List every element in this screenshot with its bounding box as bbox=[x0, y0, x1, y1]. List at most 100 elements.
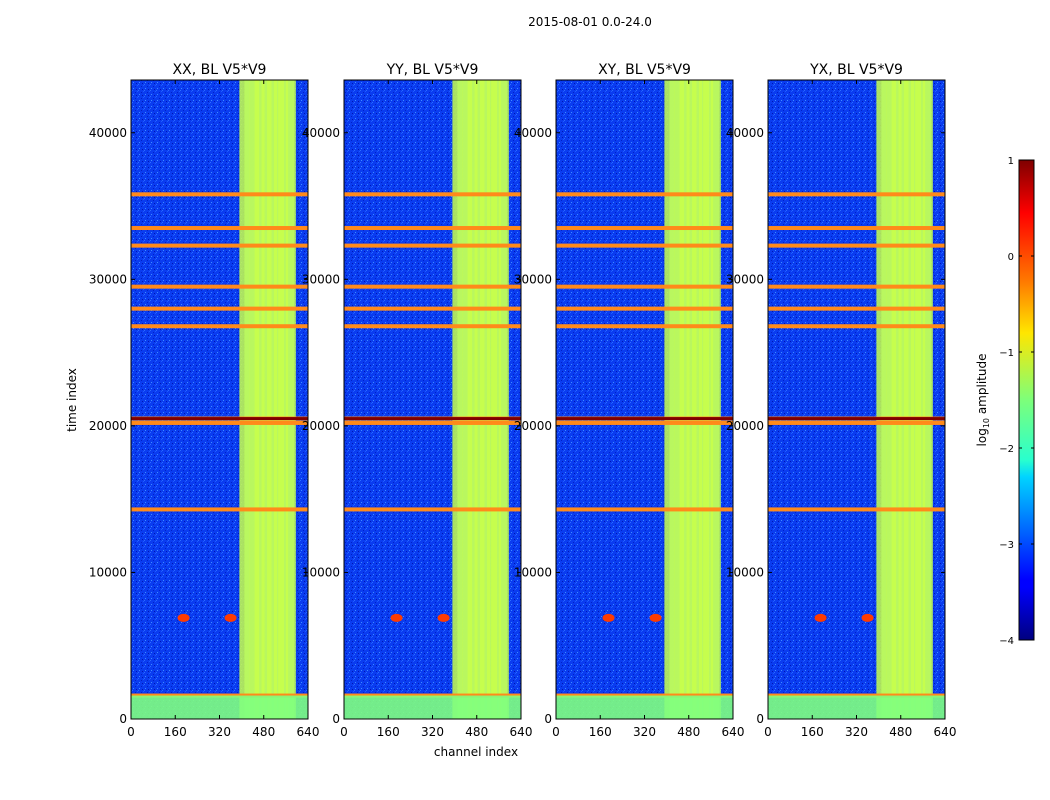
heatmap-bright-column bbox=[922, 80, 933, 719]
x-tick-label: 480 bbox=[465, 725, 488, 739]
colorbar-tick-label: 1 bbox=[1008, 156, 1014, 167]
x-tick-label: 640 bbox=[934, 725, 957, 739]
heatmap-bright-row bbox=[131, 420, 308, 425]
y-tick-label: 10000 bbox=[89, 565, 127, 579]
heatmap-bright-row bbox=[556, 284, 733, 289]
x-tick-label: 0 bbox=[764, 725, 772, 739]
x-tick-label: 640 bbox=[722, 725, 745, 739]
heatmap-bright-row bbox=[556, 226, 733, 231]
heatmap-bright-column bbox=[674, 80, 685, 719]
heatmap-hot-spot bbox=[814, 613, 827, 622]
colorbar-tick-label: −3 bbox=[999, 540, 1014, 551]
heatmap-bright-column bbox=[710, 80, 721, 719]
heatmap-hot-spot bbox=[602, 613, 615, 622]
heatmap-hot-spot bbox=[390, 613, 403, 622]
x-tick-label: 480 bbox=[252, 725, 275, 739]
y-tick-label: 20000 bbox=[726, 419, 764, 433]
heatmap-bright-row bbox=[131, 507, 308, 512]
x-tick-label: 480 bbox=[889, 725, 912, 739]
heatmap-bright-column bbox=[664, 80, 675, 719]
y-tick-label: 0 bbox=[119, 712, 127, 726]
panel-title: XX, BL V5*V9 bbox=[173, 62, 267, 78]
heatmap-low-time-band bbox=[768, 695, 945, 719]
heatmap-bright-row bbox=[131, 192, 308, 197]
x-tick-label: 0 bbox=[552, 725, 560, 739]
y-tick-label: 40000 bbox=[89, 126, 127, 140]
heatmap-bright-row bbox=[556, 306, 733, 311]
heatmap-bright-column bbox=[491, 80, 502, 719]
heatmap-hot-spot bbox=[224, 613, 237, 622]
heatmap-bright-row bbox=[768, 507, 945, 512]
colorbar-tick-label: −4 bbox=[999, 636, 1014, 647]
panels: XX, BL V5*V9 0 160 320 480 640 0 10000 20000 3000… bbox=[89, 62, 957, 739]
x-tick-label: 320 bbox=[633, 725, 656, 739]
heatmap-bright-row bbox=[131, 284, 308, 289]
x-tick-label: 160 bbox=[164, 725, 187, 739]
heatmap-bright-column bbox=[898, 80, 909, 719]
heatmap-bright-row bbox=[131, 226, 308, 231]
heatmap-bright-row bbox=[344, 284, 521, 289]
colorbar-label: log10 amplitude bbox=[975, 354, 991, 447]
colorbar-gradient bbox=[1018, 159, 1035, 641]
heatmap-flagged-rows bbox=[556, 417, 733, 421]
heatmap-bright-column bbox=[679, 80, 690, 719]
heatmap-bright-row bbox=[768, 226, 945, 231]
heatmap-bright-column bbox=[467, 80, 478, 719]
panel-title: YX, BL V5*V9 bbox=[809, 62, 903, 78]
heatmap-bright-column bbox=[498, 80, 509, 719]
y-tick-label: 30000 bbox=[89, 272, 127, 286]
y-tick-label: 20000 bbox=[302, 419, 340, 433]
y-tick-label: 0 bbox=[756, 712, 764, 726]
heatmap-flagged-rows bbox=[131, 417, 308, 421]
heatmap-hot-spot bbox=[649, 613, 662, 622]
x-axis-label: channel index bbox=[434, 745, 518, 759]
y-tick-label: 40000 bbox=[726, 126, 764, 140]
y-axis-label: time index bbox=[65, 368, 79, 432]
colorbar-tick-label: −2 bbox=[999, 444, 1014, 455]
x-tick-label: 320 bbox=[208, 725, 231, 739]
heatmap-bright-row bbox=[556, 507, 733, 512]
heatmap-bright-row bbox=[556, 243, 733, 248]
heatmap-bright-column bbox=[686, 80, 697, 719]
heatmap-bright-row bbox=[556, 192, 733, 197]
heatmap-bright-column bbox=[462, 80, 473, 719]
heatmap-bright-row bbox=[344, 420, 521, 425]
heatmap-bright-column bbox=[692, 80, 703, 719]
y-tick-label: 40000 bbox=[514, 126, 552, 140]
heatmap-bright-column bbox=[891, 80, 902, 719]
y-tick-label: 20000 bbox=[514, 419, 552, 433]
heatmap-hot-spot bbox=[861, 613, 874, 622]
heatmap-bright-column bbox=[904, 80, 915, 719]
heatmap-bright-column bbox=[474, 80, 485, 719]
x-tick-label: 160 bbox=[801, 725, 824, 739]
heatmap-bright-row bbox=[131, 324, 308, 329]
heatmap-bright-column bbox=[703, 80, 714, 719]
panel-3: XY, BL V5*V9 0 160 320 480 640 0 10000 20000 3000… bbox=[514, 62, 745, 739]
x-tick-label: 320 bbox=[421, 725, 444, 739]
y-tick-label: 10000 bbox=[726, 565, 764, 579]
heatmap-bright-row bbox=[344, 226, 521, 231]
heatmap-bright-row bbox=[768, 192, 945, 197]
heatmap-bright-column bbox=[285, 80, 296, 719]
heatmap-bright-column bbox=[254, 80, 265, 719]
y-tick-label: 30000 bbox=[726, 272, 764, 286]
panel-title: XY, BL V5*V9 bbox=[598, 62, 691, 78]
heatmap-bright-row bbox=[344, 243, 521, 248]
y-tick-label: 30000 bbox=[514, 272, 552, 286]
heatmap-bright-column bbox=[249, 80, 260, 719]
heatmap-bright-row bbox=[768, 284, 945, 289]
heatmap-low-time-band bbox=[131, 695, 308, 719]
heatmap-bright-column bbox=[452, 80, 463, 719]
heatmap-bright-row bbox=[344, 324, 521, 329]
colorbar-tick-label: 0 bbox=[1008, 252, 1014, 263]
x-tick-label: 160 bbox=[589, 725, 612, 739]
heatmap-bright-column bbox=[886, 80, 897, 719]
panel-1: XX, BL V5*V9 0 160 320 480 640 0 10000 20000 3000… bbox=[89, 62, 320, 739]
x-tick-label: 640 bbox=[510, 725, 533, 739]
heatmap-bright-row bbox=[768, 306, 945, 311]
heatmap-bright-row bbox=[768, 324, 945, 329]
heatmap-low-time-band bbox=[556, 695, 733, 719]
heatmap-bright-row bbox=[131, 243, 308, 248]
heatmap-flagged-rows bbox=[768, 417, 945, 421]
